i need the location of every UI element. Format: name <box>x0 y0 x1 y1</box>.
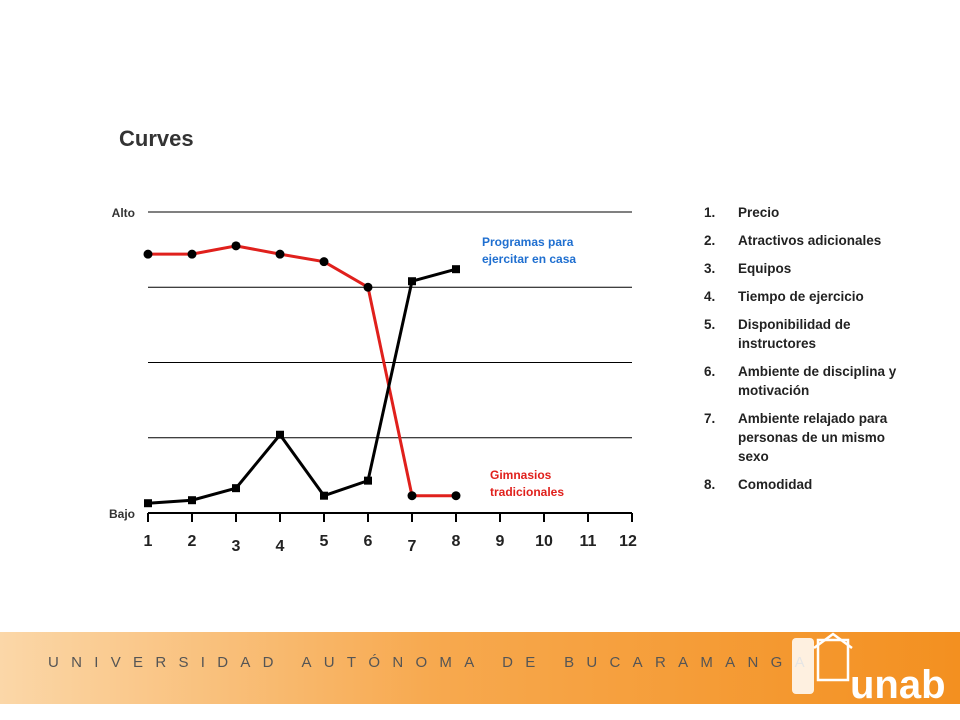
point <box>231 241 241 251</box>
factor-text: Equipos <box>738 261 792 276</box>
factor-text: Tiempo de ejercicio <box>738 289 864 304</box>
point <box>407 491 417 501</box>
factor-item: 5. Disponibilidad de instructores <box>704 315 914 353</box>
point <box>408 277 416 286</box>
x-tick-label: 12 <box>619 533 637 550</box>
point <box>320 491 328 500</box>
factor-text: Precio <box>738 205 780 220</box>
point <box>452 265 460 274</box>
point <box>451 491 461 501</box>
x-tick-label: 3 <box>232 538 241 555</box>
factor-number: 4. <box>704 289 716 304</box>
university-name: UNIVERSIDAD AUTÓNOMA DE BUCARAMANGA <box>48 654 817 671</box>
x-tick-label: 8 <box>452 533 461 550</box>
x-tick-label: 5 <box>320 533 329 550</box>
factor-number: 3. <box>704 261 716 276</box>
factor-item: 6. Ambiente de disciplina y motivación <box>704 362 914 400</box>
factor-number: 7. <box>704 411 716 426</box>
logo-text: unab <box>850 663 946 707</box>
factor-text: Ambiente relajado para personas de un mi… <box>738 411 888 464</box>
logo: unab <box>792 632 946 707</box>
series-line <box>147 267 457 505</box>
x-tick-label: 9 <box>496 533 505 550</box>
point <box>188 496 196 505</box>
point <box>144 499 152 508</box>
factor-text: Comodidad <box>738 477 813 492</box>
point <box>276 430 284 439</box>
factor-number: 2. <box>704 233 716 248</box>
factor-text: Atractivos adicionales <box>738 233 882 248</box>
x-tick-label: 6 <box>364 533 373 550</box>
point <box>319 257 329 267</box>
y-tick-label: Alto <box>112 206 135 220</box>
x-tick-label: 10 <box>535 533 553 550</box>
x-tick-label: 11 <box>580 533 597 550</box>
series-line <box>148 244 456 498</box>
x-tick-label: 7 <box>408 538 417 555</box>
factor-text: Ambiente de disciplina y motivación <box>738 364 897 398</box>
factor-item: 2. Atractivos adicionales <box>704 231 914 250</box>
point <box>275 249 285 259</box>
series-label: Gimnasios tradicionales <box>490 468 565 499</box>
factor-item: 4. Tiempo de ejercicio <box>704 287 914 306</box>
factor-item: 3. Equipos <box>704 259 914 278</box>
logo-bar <box>792 638 814 694</box>
x-tick-label: 2 <box>188 533 197 550</box>
series-label: Programas para ejercitar en casa <box>482 235 577 266</box>
logo-roof <box>813 632 853 650</box>
factor-number: 5. <box>704 317 716 332</box>
point <box>364 476 372 485</box>
x-tick-label: 1 <box>144 533 153 550</box>
y-tick-label: Bajo <box>109 507 135 521</box>
factor-item: 7. Ambiente relajado para personas de un … <box>704 409 914 466</box>
point <box>363 282 373 292</box>
logo-building <box>816 638 850 682</box>
factor-item: 8. Comodidad <box>704 475 914 494</box>
x-tick-label: 4 <box>276 538 285 555</box>
factor-number: 8. <box>704 477 716 492</box>
chart-title: Curves <box>119 126 194 151</box>
point <box>187 249 197 259</box>
factor-text: Disponibilidad de instructores <box>738 317 851 351</box>
point <box>232 484 240 493</box>
point <box>143 249 153 259</box>
factor-number: 1. <box>704 205 716 220</box>
factor-list: 1. Precio 2. Atractivos adicionales 3. Equipo… <box>704 203 914 503</box>
factor-number: 6. <box>704 364 716 379</box>
factor-item: 1. Precio <box>704 203 914 222</box>
